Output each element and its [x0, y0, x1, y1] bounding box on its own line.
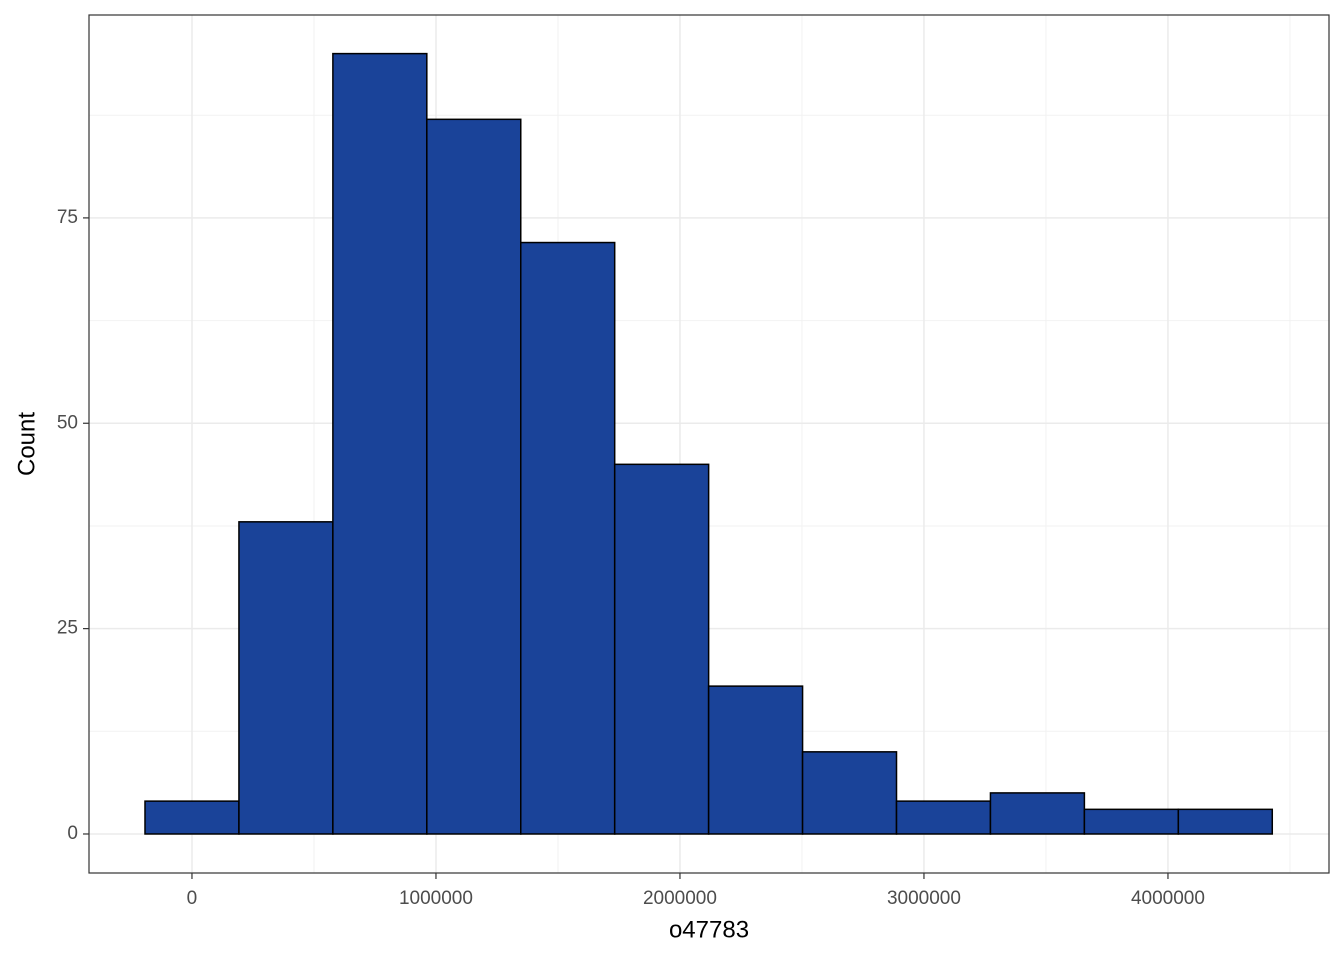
bar [1083, 808, 1180, 835]
bar [895, 800, 992, 835]
x-tick-label: 3000000 [887, 888, 961, 909]
x-tick-label: 2000000 [643, 888, 717, 909]
x-tick-label: 1000000 [399, 888, 473, 909]
y-axis-title: Count [13, 412, 40, 476]
bar [613, 463, 710, 835]
x-tick-label: 4000000 [1131, 888, 1205, 909]
bar [426, 118, 522, 835]
x-axis-title: o47783 [669, 916, 749, 943]
bar [989, 792, 1086, 835]
y-tick-label: 50 [57, 412, 78, 433]
bar [144, 800, 240, 835]
plot-border [88, 14, 1330, 874]
bar [707, 685, 804, 835]
bar [332, 52, 428, 835]
x-tick-label: 0 [187, 888, 198, 909]
bar [801, 751, 898, 835]
y-tick-label: 0 [67, 823, 78, 844]
bar [520, 241, 616, 835]
bar [238, 521, 334, 835]
y-tick-label: 25 [57, 618, 78, 639]
y-tick-label: 75 [57, 207, 78, 228]
bar [1177, 808, 1274, 835]
